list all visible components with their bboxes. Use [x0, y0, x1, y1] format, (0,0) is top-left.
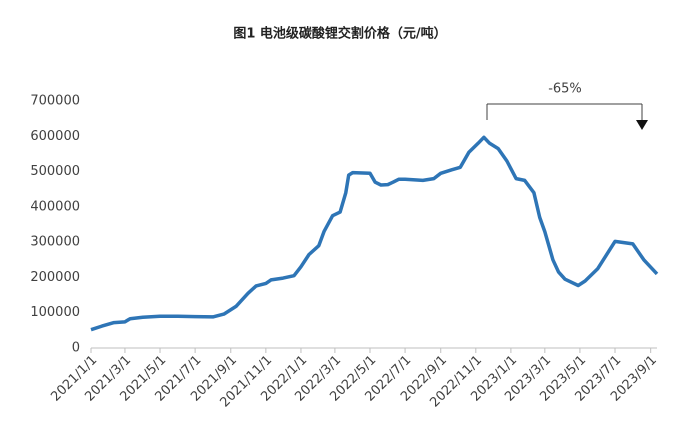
y-tick-label: 600000 [30, 129, 80, 144]
annotation: -65% [548, 82, 582, 97]
y-tick-label: 300000 [30, 235, 80, 250]
y-tick-label: 700000 [30, 94, 80, 109]
y-tick-label: 400000 [30, 199, 80, 214]
y-tick-label: 500000 [30, 164, 80, 179]
y-tick-label: 100000 [30, 305, 80, 320]
y-tick-label: 200000 [30, 270, 80, 285]
chart-title: 图1 电池级碳酸锂交割价格（元/吨） [233, 26, 446, 42]
arrow-head [636, 120, 648, 130]
line [90, 135, 659, 332]
y-tick-label: 0 [72, 341, 80, 356]
